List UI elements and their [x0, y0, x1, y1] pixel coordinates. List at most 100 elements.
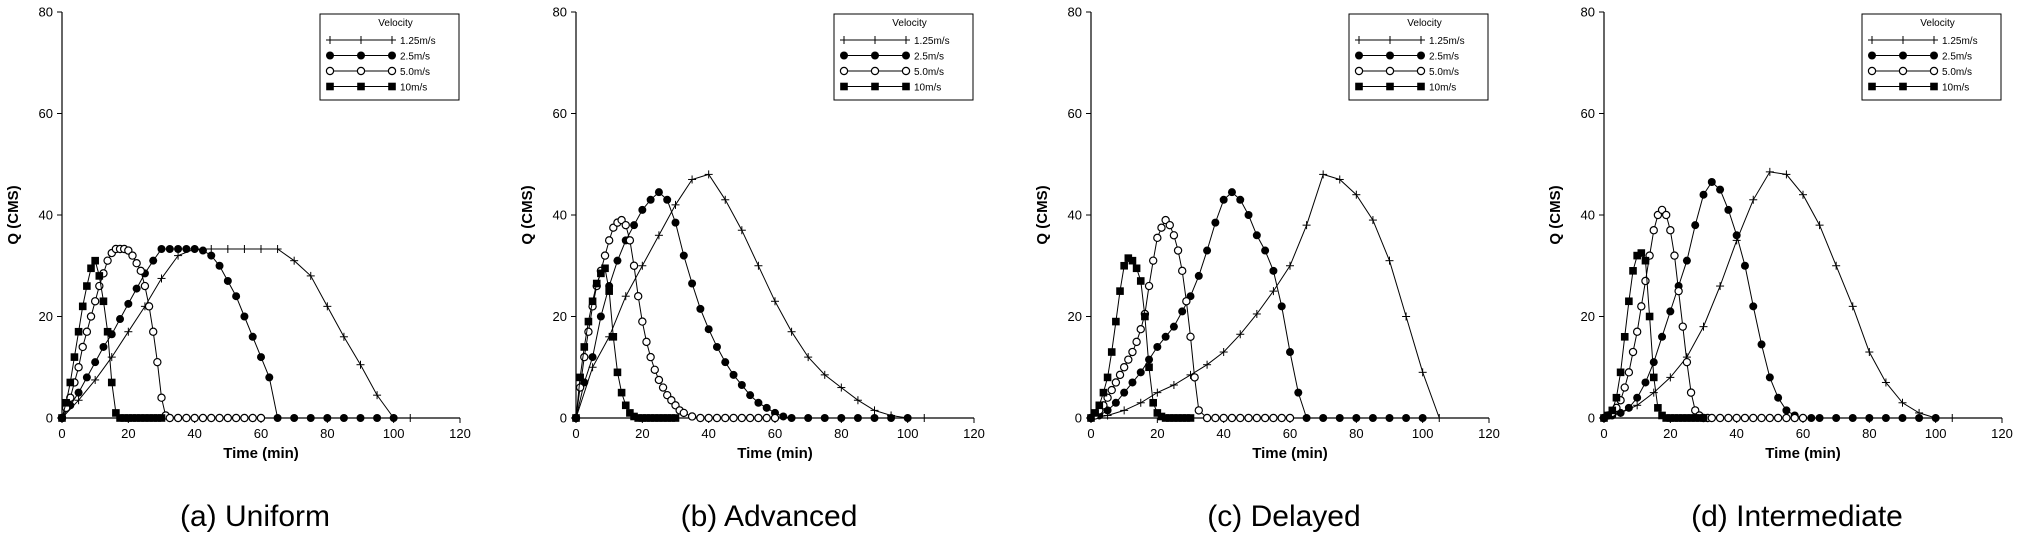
- data-point: [141, 414, 149, 422]
- data-point: [82, 373, 91, 382]
- series-0: [1600, 167, 1957, 422]
- data-point: [1111, 398, 1120, 407]
- data-point: [638, 261, 647, 270]
- x-tick-label: 60: [254, 426, 268, 441]
- data-point: [1620, 333, 1629, 341]
- series-3: [1600, 249, 1708, 422]
- data-point: [91, 375, 100, 384]
- legend: Velocity 1.25m/s 2.5m/s 5.0m/s 10m/s: [1348, 13, 1489, 101]
- data-point: [654, 375, 664, 385]
- data-point: [625, 236, 635, 245]
- data-point: [1202, 413, 1212, 423]
- data-point: [1848, 414, 1857, 422]
- legend-entry: 1.25m/s: [1429, 36, 1465, 47]
- y-tick-label: 80: [39, 5, 53, 20]
- data-point: [1740, 261, 1749, 270]
- data-point: [609, 333, 618, 341]
- data-point: [107, 353, 116, 362]
- data-point: [853, 414, 862, 422]
- data-point: [1815, 414, 1824, 422]
- data-point: [290, 414, 299, 422]
- data-point: [1145, 363, 1153, 372]
- legend-entry: 10m/s: [1429, 83, 1456, 94]
- data-point: [1749, 195, 1758, 204]
- legend-marker: [1355, 51, 1363, 60]
- data-point: [120, 414, 128, 422]
- data-point: [1881, 414, 1890, 422]
- y-tick-label: 80: [553, 5, 567, 20]
- y-tick-label: 80: [1068, 5, 1082, 20]
- data-point: [78, 302, 87, 311]
- data-point: [1757, 413, 1766, 423]
- y-tick-label: 20: [1068, 309, 1082, 324]
- x-tick-label: 80: [320, 426, 334, 441]
- data-point: [1678, 322, 1687, 331]
- data-point: [1141, 312, 1149, 321]
- legend-entry: 10m/s: [1942, 83, 1969, 94]
- legend-marker: [1386, 82, 1394, 91]
- data-point: [1641, 276, 1650, 286]
- data-point: [1157, 223, 1166, 232]
- data-point: [1608, 406, 1617, 415]
- data-point: [132, 284, 141, 293]
- legend-entry: 2.5m/s: [914, 52, 944, 63]
- data-point: [1120, 388, 1129, 397]
- data-point: [1707, 413, 1716, 423]
- x-tick-label: 0: [1600, 426, 1607, 441]
- data-point: [1848, 302, 1857, 311]
- data-point: [144, 302, 154, 311]
- data-point: [576, 373, 584, 382]
- series-line: [61, 248, 394, 419]
- data-point: [1948, 414, 1957, 422]
- data-point: [638, 414, 647, 422]
- y-tick-label: 0: [560, 411, 567, 426]
- data-point: [1666, 414, 1675, 422]
- x-tick-label: 60: [1796, 426, 1810, 441]
- data-point: [198, 413, 208, 423]
- data-point: [1169, 381, 1178, 390]
- data-point: [1782, 170, 1791, 179]
- data-point: [95, 272, 104, 280]
- data-point: [182, 413, 191, 423]
- x-tick-label: 40: [187, 426, 201, 441]
- data-point: [140, 281, 150, 291]
- legend-marker: [902, 82, 910, 91]
- data-point: [91, 256, 99, 265]
- data-point: [1252, 309, 1261, 318]
- data-point: [1153, 409, 1162, 417]
- legend-marker: [871, 51, 879, 60]
- data-point: [1260, 413, 1270, 423]
- y-tick-label: 40: [1068, 208, 1082, 223]
- data-point: [1765, 373, 1774, 382]
- data-point: [306, 271, 315, 280]
- data-point: [1749, 413, 1758, 423]
- y-tick-label: 60: [1068, 106, 1082, 121]
- data-point: [1174, 414, 1182, 422]
- data-point: [1091, 409, 1099, 417]
- data-point: [779, 412, 788, 421]
- x-tick-label: 80: [834, 426, 848, 441]
- legend-title: Velocity: [378, 18, 412, 29]
- data-point: [729, 370, 738, 379]
- legend-marker: [902, 36, 910, 44]
- data-point: [650, 414, 659, 422]
- data-point: [704, 325, 713, 334]
- data-point: [1286, 348, 1294, 357]
- x-tick-label: 40: [1216, 426, 1230, 441]
- legend-marker: [356, 66, 366, 76]
- data-point: [1402, 312, 1411, 321]
- data-point: [74, 327, 83, 336]
- panel-caption: (b) Advanced: [681, 500, 858, 533]
- data-point: [1707, 178, 1716, 187]
- y-tick-label: 20: [553, 309, 567, 324]
- data-point: [820, 414, 829, 422]
- y-tick-label: 60: [553, 106, 567, 121]
- data-point: [642, 414, 651, 422]
- data-point: [663, 195, 672, 204]
- data-point: [1682, 256, 1691, 265]
- x-tick-label: 60: [1283, 426, 1297, 441]
- data-point: [1628, 347, 1638, 357]
- legend-marker: [357, 82, 365, 91]
- legend-marker: [1868, 51, 1876, 60]
